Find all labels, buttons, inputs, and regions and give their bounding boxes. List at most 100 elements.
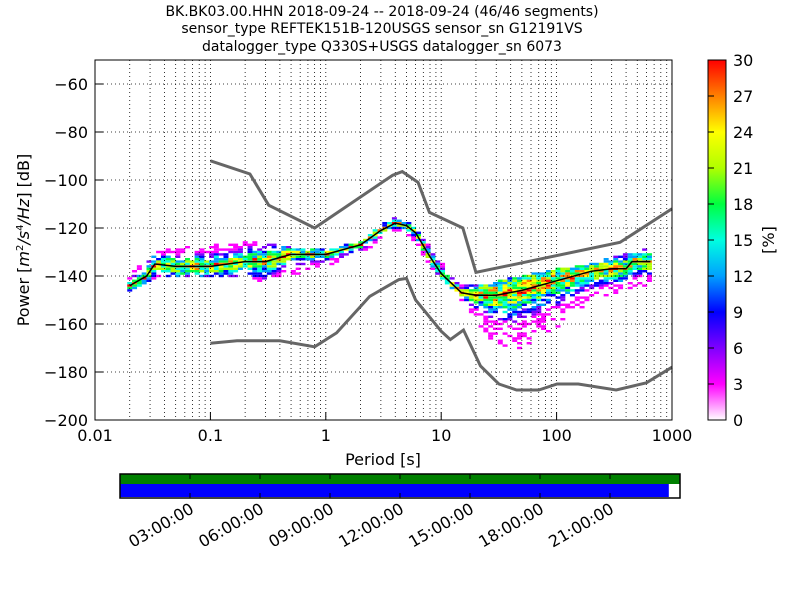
heatmap-cell — [464, 286, 470, 290]
heatmap-cell — [324, 258, 330, 261]
heatmap-cell — [642, 253, 648, 256]
heatmap-cell — [459, 294, 465, 297]
heatmap-cell — [613, 279, 619, 282]
colorbar-label: [%] — [759, 226, 778, 254]
heatmap-cell — [290, 272, 296, 275]
heatmap-cell — [560, 289, 566, 292]
heatmap-cell — [160, 250, 166, 254]
heatmap-cell — [411, 231, 417, 234]
heatmap-cell — [642, 258, 648, 261]
heatmap-cell — [204, 267, 210, 270]
timeline-tick-label: 09:00:00 — [265, 499, 337, 551]
heatmap-cell — [579, 270, 585, 273]
heatmap-cell — [507, 286, 513, 290]
heatmap-cell — [541, 315, 547, 318]
heatmap-cell — [300, 248, 306, 251]
heatmap-cell — [435, 272, 441, 275]
heatmap-cell — [310, 258, 316, 261]
heatmap-cell — [560, 267, 566, 270]
heatmap-cell — [406, 234, 412, 237]
heatmap-cell — [213, 267, 219, 270]
heatmap-cell — [151, 272, 157, 275]
heatmap-cell — [584, 289, 590, 292]
heatmap-cell — [156, 260, 162, 263]
heatmap-cell — [584, 272, 590, 275]
heatmap-cell — [555, 277, 561, 280]
heatmap-cell — [517, 303, 523, 306]
heatmap-cell — [512, 313, 518, 316]
heatmap-cell — [314, 262, 320, 266]
heatmap-cell — [603, 272, 609, 275]
heatmap-cell — [237, 246, 243, 249]
heatmap-cell — [598, 282, 604, 285]
heatmap-cell — [526, 284, 532, 287]
heatmap-cell — [473, 301, 479, 304]
heatmap-cell — [290, 270, 296, 273]
heatmap-cell — [497, 284, 503, 287]
heatmap-cell — [213, 255, 219, 258]
heatmap-cell — [194, 262, 200, 266]
heatmap-cell — [367, 234, 373, 237]
heatmap-cell — [507, 334, 513, 338]
heatmap-cell — [252, 253, 258, 256]
heatmap-cell — [526, 301, 532, 304]
heatmap-cell — [209, 262, 215, 266]
heatmap-cell — [449, 286, 455, 290]
heatmap-cell — [141, 274, 147, 278]
heatmap-cell — [334, 248, 340, 251]
heatmap-cell — [531, 277, 537, 280]
heatmap-cell — [237, 253, 243, 256]
heatmap-cell — [468, 298, 474, 302]
heatmap-cell — [492, 332, 498, 335]
heatmap-cell — [464, 289, 470, 292]
y-tick-label: −100 — [44, 171, 88, 190]
heatmap-cell — [569, 267, 575, 270]
heatmap-cell — [276, 272, 282, 275]
heatmap-cell — [372, 241, 378, 244]
heatmap-cell — [175, 274, 181, 278]
heatmap-cell — [468, 308, 474, 311]
heatmap-cell — [507, 296, 513, 299]
heatmap-cell — [242, 241, 248, 244]
heatmap-cell — [228, 260, 234, 263]
heatmap-cell — [440, 270, 446, 273]
heatmap-cell — [165, 267, 171, 270]
heatmap-cell — [541, 282, 547, 285]
heatmap-cell — [194, 258, 200, 261]
data-coverage-bar — [120, 484, 669, 497]
heatmap-cell — [526, 277, 532, 280]
heatmap-cell — [194, 267, 200, 270]
heatmap-cell — [440, 277, 446, 280]
heatmap-cell — [252, 272, 258, 275]
heatmap-cell — [464, 294, 470, 297]
y-tick-label: −140 — [44, 267, 88, 286]
heatmap-cell — [314, 260, 320, 263]
heatmap-cell — [521, 286, 527, 290]
heatmap-cell — [550, 277, 556, 280]
heatmap-cell — [492, 291, 498, 294]
heatmap-cell — [555, 296, 561, 299]
heatmap-cell — [478, 289, 484, 292]
heatmap-cell — [286, 246, 292, 249]
colorbar-tick-label: 24 — [733, 123, 753, 142]
heatmap-cell — [492, 286, 498, 290]
heatmap-cell — [213, 258, 219, 261]
heatmap-cell — [565, 272, 571, 275]
heatmap-cell — [420, 253, 426, 256]
heatmap-cell — [526, 282, 532, 285]
heatmap-cell — [637, 272, 643, 275]
heatmap-cell — [579, 265, 585, 268]
heatmap-cell — [521, 334, 527, 338]
heatmap-cell — [565, 284, 571, 287]
heatmap-cell — [483, 291, 489, 294]
heatmap-cell — [295, 250, 301, 254]
heatmap-cell — [468, 289, 474, 292]
heatmap-cell — [396, 222, 402, 225]
heatmap-cell — [261, 246, 267, 249]
heatmap-cell — [281, 262, 287, 266]
heatmap-cell — [512, 339, 518, 342]
heatmap-cell — [194, 250, 200, 254]
heatmap-cell — [271, 243, 277, 246]
heatmap-cell — [151, 255, 157, 258]
heatmap-cell — [512, 294, 518, 297]
